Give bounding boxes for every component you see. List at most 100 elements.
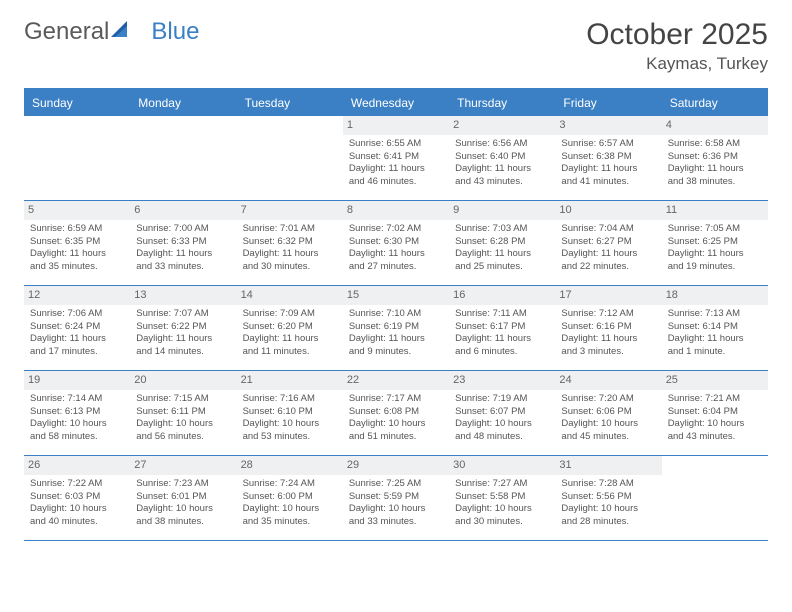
day-info-line: Daylight: 10 hours and 53 minutes. xyxy=(243,418,337,444)
day-info-line: Daylight: 10 hours and 40 minutes. xyxy=(30,503,124,529)
day-info-line: Sunset: 6:32 PM xyxy=(243,236,337,249)
day-info-line: Daylight: 11 hours and 11 minutes. xyxy=(243,333,337,359)
day-info-line: Daylight: 10 hours and 51 minutes. xyxy=(349,418,443,444)
day-number: 6 xyxy=(130,201,236,220)
day-info-line: Sunset: 6:19 PM xyxy=(349,321,443,334)
day-cell: 4Sunrise: 6:58 AMSunset: 6:36 PMDaylight… xyxy=(662,116,768,200)
day-number: 14 xyxy=(237,286,343,305)
day-info-line: Sunrise: 7:13 AM xyxy=(668,308,762,321)
day-info-line: Daylight: 10 hours and 30 minutes. xyxy=(455,503,549,529)
day-header: Thursday xyxy=(449,90,555,116)
day-info-line: Daylight: 11 hours and 19 minutes. xyxy=(668,248,762,274)
day-cell: 30Sunrise: 7:27 AMSunset: 5:58 PMDayligh… xyxy=(449,456,555,540)
day-info-line: Sunrise: 7:28 AM xyxy=(561,478,655,491)
day-info-line: Sunrise: 7:01 AM xyxy=(243,223,337,236)
day-info-line: Sunrise: 7:06 AM xyxy=(30,308,124,321)
day-header: Saturday xyxy=(662,90,768,116)
day-number: 25 xyxy=(662,371,768,390)
day-info-line: Sunrise: 6:59 AM xyxy=(30,223,124,236)
day-info-line: Sunset: 6:01 PM xyxy=(136,491,230,504)
day-cell: 21Sunrise: 7:16 AMSunset: 6:10 PMDayligh… xyxy=(237,371,343,455)
location: Kaymas, Turkey xyxy=(586,54,768,74)
day-info-line: Daylight: 11 hours and 30 minutes. xyxy=(243,248,337,274)
day-info-line: Daylight: 10 hours and 58 minutes. xyxy=(30,418,124,444)
calendar: SundayMondayTuesdayWednesdayThursdayFrid… xyxy=(24,88,768,541)
day-number: 1 xyxy=(343,116,449,135)
day-cell: 20Sunrise: 7:15 AMSunset: 6:11 PMDayligh… xyxy=(130,371,236,455)
day-cell xyxy=(237,116,343,200)
day-number: 5 xyxy=(24,201,130,220)
logo: General Blue xyxy=(24,18,199,46)
day-info-line: Sunrise: 7:23 AM xyxy=(136,478,230,491)
day-header: Sunday xyxy=(24,90,130,116)
day-info-line: Daylight: 11 hours and 27 minutes. xyxy=(349,248,443,274)
day-info-line: Sunset: 5:56 PM xyxy=(561,491,655,504)
week-row: 1Sunrise: 6:55 AMSunset: 6:41 PMDaylight… xyxy=(24,116,768,201)
day-info-line: Sunrise: 7:17 AM xyxy=(349,393,443,406)
day-number: 7 xyxy=(237,201,343,220)
day-info-line: Daylight: 11 hours and 3 minutes. xyxy=(561,333,655,359)
day-info-line: Sunset: 5:59 PM xyxy=(349,491,443,504)
day-number: 20 xyxy=(130,371,236,390)
day-number: 9 xyxy=(449,201,555,220)
day-number: 2 xyxy=(449,116,555,135)
day-info-line: Sunset: 6:22 PM xyxy=(136,321,230,334)
day-number: 29 xyxy=(343,456,449,475)
day-info-line: Daylight: 11 hours and 1 minute. xyxy=(668,333,762,359)
day-info-line: Sunrise: 7:00 AM xyxy=(136,223,230,236)
day-cell xyxy=(24,116,130,200)
day-info-line: Daylight: 10 hours and 48 minutes. xyxy=(455,418,549,444)
week-row: 19Sunrise: 7:14 AMSunset: 6:13 PMDayligh… xyxy=(24,371,768,456)
day-number: 28 xyxy=(237,456,343,475)
day-number: 26 xyxy=(24,456,130,475)
day-info-line: Sunset: 6:11 PM xyxy=(136,406,230,419)
day-number: 27 xyxy=(130,456,236,475)
day-info-line: Sunset: 6:36 PM xyxy=(668,151,762,164)
day-info-line: Sunrise: 6:57 AM xyxy=(561,138,655,151)
day-number: 10 xyxy=(555,201,661,220)
day-cell: 7 Sunrise: 7:01 AMSunset: 6:32 PMDaylight… xyxy=(237,201,343,285)
day-cell: 10Sunrise: 7:04 AMSunset: 6:27 PMDayligh… xyxy=(555,201,661,285)
day-cell: 24Sunrise: 7:20 AMSunset: 6:06 PMDayligh… xyxy=(555,371,661,455)
day-cell: 17Sunrise: 7:12 AMSunset: 6:16 PMDayligh… xyxy=(555,286,661,370)
day-cell xyxy=(662,456,768,540)
day-info-line: Sunset: 6:04 PM xyxy=(668,406,762,419)
day-number: 24 xyxy=(555,371,661,390)
day-number: 19 xyxy=(24,371,130,390)
day-info-line: Daylight: 11 hours and 17 minutes. xyxy=(30,333,124,359)
day-number: 4 xyxy=(662,116,768,135)
day-info-line: Sunrise: 7:19 AM xyxy=(455,393,549,406)
day-number: 21 xyxy=(237,371,343,390)
day-info-line: Sunset: 6:33 PM xyxy=(136,236,230,249)
day-info-line: Sunrise: 7:20 AM xyxy=(561,393,655,406)
day-info-line: Daylight: 11 hours and 33 minutes. xyxy=(136,248,230,274)
day-info-line: Sunrise: 7:03 AM xyxy=(455,223,549,236)
day-info-line: Sunset: 6:06 PM xyxy=(561,406,655,419)
week-row: 26Sunrise: 7:22 AMSunset: 6:03 PMDayligh… xyxy=(24,456,768,541)
day-cell: 18Sunrise: 7:13 AMSunset: 6:14 PMDayligh… xyxy=(662,286,768,370)
day-number: 3 xyxy=(555,116,661,135)
header: General Blue October 2025 Kaymas, Turkey xyxy=(24,18,768,74)
day-info-line: Sunrise: 7:21 AM xyxy=(668,393,762,406)
day-info-line: Sunrise: 7:10 AM xyxy=(349,308,443,321)
day-info-line: Sunset: 6:00 PM xyxy=(243,491,337,504)
week-row: 5Sunrise: 6:59 AMSunset: 6:35 PMDaylight… xyxy=(24,201,768,286)
day-number: 31 xyxy=(555,456,661,475)
day-cell: 27Sunrise: 7:23 AMSunset: 6:01 PMDayligh… xyxy=(130,456,236,540)
day-info-line: Sunset: 6:13 PM xyxy=(30,406,124,419)
day-info-line: Daylight: 10 hours and 56 minutes. xyxy=(136,418,230,444)
day-info-line: Sunrise: 7:04 AM xyxy=(561,223,655,236)
day-number: 16 xyxy=(449,286,555,305)
day-info-line: Sunrise: 7:27 AM xyxy=(455,478,549,491)
day-info-line: Sunrise: 7:22 AM xyxy=(30,478,124,491)
day-cell: 22Sunrise: 7:17 AMSunset: 6:08 PMDayligh… xyxy=(343,371,449,455)
day-cell: 2Sunrise: 6:56 AMSunset: 6:40 PMDaylight… xyxy=(449,116,555,200)
day-info-line: Daylight: 11 hours and 22 minutes. xyxy=(561,248,655,274)
day-info-line: Daylight: 10 hours and 28 minutes. xyxy=(561,503,655,529)
day-info-line: Daylight: 11 hours and 41 minutes. xyxy=(561,163,655,189)
day-info-line: Sunrise: 7:16 AM xyxy=(243,393,337,406)
day-info-line: Sunrise: 7:14 AM xyxy=(30,393,124,406)
day-cell: 29Sunrise: 7:25 AMSunset: 5:59 PMDayligh… xyxy=(343,456,449,540)
day-info-line: Sunset: 6:17 PM xyxy=(455,321,549,334)
day-info-line: Sunrise: 6:55 AM xyxy=(349,138,443,151)
